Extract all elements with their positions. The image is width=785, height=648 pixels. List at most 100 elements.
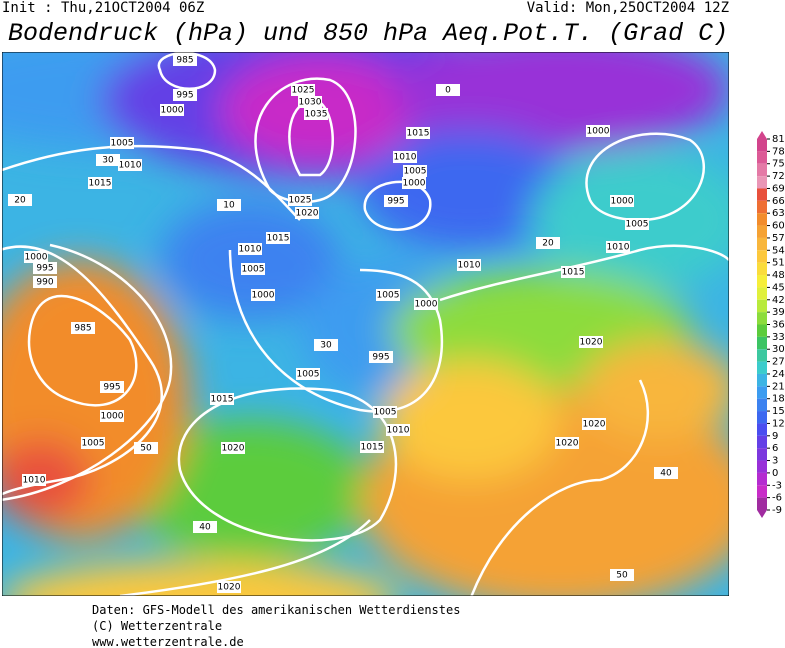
legend-swatch [757,131,767,152]
temperature-label-box [193,521,217,533]
isobar-label-group: 1010 [22,474,46,486]
isobar-label-box [173,54,197,66]
isobar-label-group: 1015 [561,266,585,278]
isobar-label-group: 1005 [376,289,400,301]
isobar-label: 1000 [587,127,610,137]
isobar-label-box [386,424,410,436]
isobar-label-group: 1020 [221,442,245,454]
isobar-label: 995 [36,264,53,274]
isobar-label-group: 1000 [251,289,275,301]
legend-tick-label: 33 [772,332,785,343]
isobar-label-box [100,410,124,422]
temperature-field [2,52,729,596]
legend-tick-label: 12 [772,418,785,429]
isobar-label: 1020 [296,209,319,219]
legend-tick-label: 39 [772,307,785,318]
isobar-label-box [360,441,384,453]
legend-swatch [757,435,767,449]
isobar-label-box [71,322,95,334]
legend-swatch [757,312,767,325]
isobar-label: 1000 [25,253,48,263]
init-time: Init : Thu,21OCT2004 06Z [2,0,204,16]
temperature-label-group: 50 [610,569,634,581]
isobar-label: 1030 [299,98,322,108]
isobar-label-group: 985 [173,54,197,66]
legend-swatch [757,472,767,486]
isobar-label: 1005 [111,139,134,149]
temperature-label-box [610,569,634,581]
isobar-label: 1015 [562,268,585,278]
isobar-label: 1005 [404,167,427,177]
isobar-label-group: 995 [369,351,393,363]
map-area [2,52,729,596]
isobar-label: 1005 [82,439,105,449]
isobar-label-group: 1010 [118,159,142,171]
isobar-label: 1010 [239,245,262,255]
temperature-label-group: 10 [217,199,241,211]
map-labels: 9859951000100510101015102510301035101510… [8,54,678,593]
isobar-label-box [610,195,634,207]
isobar-label: 985 [176,56,193,66]
legend-swatch [757,151,767,164]
isobar-label-group: 995 [173,89,197,101]
isobar-label-group: 995 [384,195,408,207]
isobar-label-group: 1010 [238,243,262,255]
isobar-label: 1005 [377,291,400,301]
isobar-label-group: 1000 [610,195,634,207]
legend-tick-label: -3 [772,480,782,491]
isobar-label: 1005 [242,265,265,275]
isobar-label: 1025 [289,196,312,206]
footer-source: Daten: GFS-Modell des amerikanischen Wet… [92,603,460,617]
temperature-label: 30 [102,156,114,166]
isobar-label: 1020 [556,439,579,449]
legend-swatch [757,163,767,177]
temperature-label-box [134,442,158,454]
isobar-label-group: 1015 [88,177,112,189]
isobar-label-group: 985 [71,322,95,334]
legend-swatch [757,188,767,201]
isobar-label-group: 1000 [160,104,184,116]
legend-tick-label: 48 [772,270,785,281]
isobar-label: 1015 [407,129,430,139]
isobar-label-group: 1005 [81,437,105,449]
valid-time: Valid: Mon,25OCT2004 12Z [527,0,729,16]
isobar-label-box [579,336,603,348]
isobar-label: 1005 [297,370,320,380]
isobar-label-box [173,89,197,101]
isobar-label-box [266,232,290,244]
isobar-label: 1010 [394,153,417,163]
legend-swatch [757,361,767,374]
legend-swatch [757,485,767,498]
legend-tick-label: 36 [772,320,785,331]
isobar-label-group: 1020 [295,207,319,219]
isobar-label: 1025 [292,86,315,96]
isobar-label-group: 1015 [406,127,430,139]
legend-tick-label: 63 [772,208,785,219]
temperature-label-group: 0 [436,84,460,96]
isobar-label-box [100,381,124,393]
footer-url: www.wetterzentrale.de [92,635,244,648]
temperature-label-box [536,237,560,249]
temperature-label: 10 [223,201,235,211]
legend-swatch [757,250,767,263]
isobar-label-box [238,243,262,255]
isobar-label-group: 1010 [457,259,481,271]
temperature-label-box [217,199,241,211]
isobar-label: 1015 [361,443,384,453]
isobar-label: 1005 [374,408,397,418]
isobar-label-group: 1020 [555,437,579,449]
isobar-label-group: 1020 [579,336,603,348]
isobar-label-box [110,137,134,149]
isobar-label-group: 1010 [393,151,417,163]
isobar-label-group: 1020 [582,418,606,430]
isobar-label-box [160,104,184,116]
isobar-label: 995 [103,383,120,393]
isobar-label: 1035 [305,110,328,120]
legend-swatch [757,349,767,362]
legend-swatch [757,386,767,399]
temperature-label-box [96,154,120,166]
legend-tick-label: 15 [772,406,785,417]
legend-swatch [757,423,767,436]
isobar-label-box [217,581,241,593]
